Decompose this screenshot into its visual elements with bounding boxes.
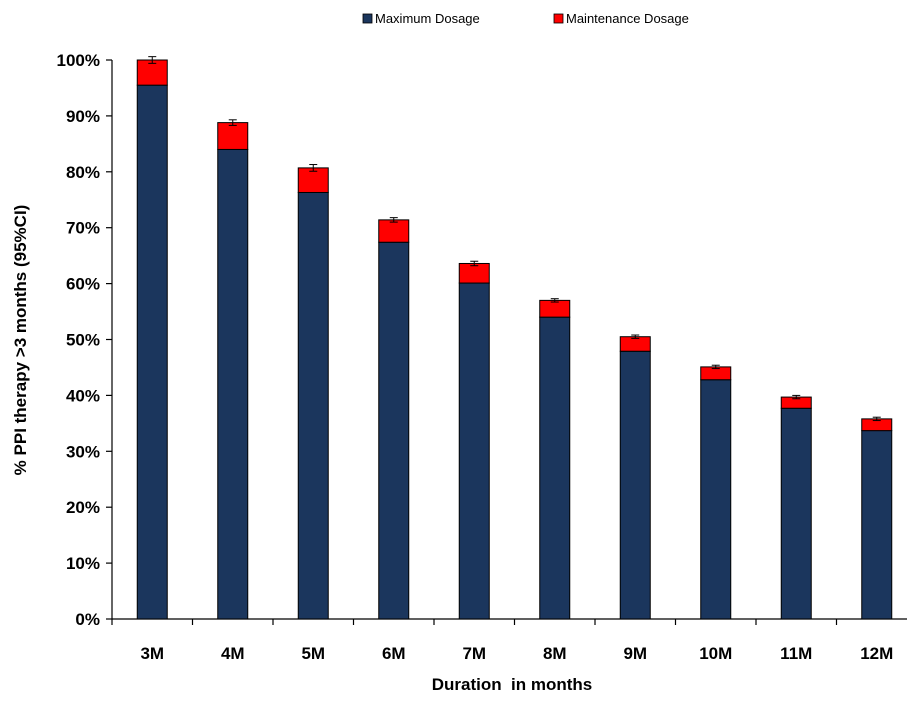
y-tick-label: 30% — [66, 442, 100, 461]
y-tick-label: 10% — [66, 554, 100, 573]
bar-maximum-dosage — [619, 350, 651, 620]
bar-maintenance-dosage — [539, 299, 571, 318]
bar-maximum-dosage — [217, 148, 249, 620]
x-tick-label: 11M — [780, 644, 812, 663]
y-tick-label: 100% — [57, 51, 100, 70]
y-tick-label: 50% — [66, 331, 100, 350]
x-tick-label: 5M — [301, 644, 325, 663]
bar-maximum-dosage — [297, 191, 329, 620]
x-tick-label: 10M — [699, 644, 732, 663]
x-axis-title: Duration in months — [432, 675, 593, 694]
x-tick-label: 6M — [382, 644, 406, 663]
y-tick-label: 40% — [66, 386, 100, 405]
y-tick-label: 90% — [66, 107, 100, 126]
bar-maximum-dosage — [378, 241, 410, 620]
bar-maximum-dosage — [458, 282, 490, 620]
bar-maximum-dosage — [780, 407, 812, 620]
y-tick-label: 60% — [66, 275, 100, 294]
bar-maintenance-dosage — [217, 122, 249, 150]
bar-maximum-dosage — [861, 430, 893, 620]
legend-label-maintenance-dosage: Maintenance Dosage — [566, 11, 689, 26]
bar-maintenance-dosage — [458, 262, 490, 284]
plot-area: 0% 10% 20% 30% 40% 50% 60% 70% 80% 90% 100% 3M 4M 5M 6… — [57, 51, 907, 663]
y-tick-label: 80% — [66, 163, 100, 182]
x-tick-label: 12M — [860, 644, 893, 663]
legend-swatch-maintenance-dosage — [553, 13, 564, 24]
x-tick-label: 9M — [623, 644, 647, 663]
bar-maintenance-dosage — [619, 336, 651, 352]
x-tick-label: 3M — [140, 644, 164, 663]
bar-maintenance-dosage — [136, 59, 168, 86]
bar-maximum-dosage — [136, 84, 168, 620]
y-tick-label: 0% — [75, 610, 100, 629]
x-tick-label: 7M — [462, 644, 486, 663]
x-tick-label: 8M — [543, 644, 567, 663]
bar-maintenance-dosage — [378, 219, 410, 243]
legend: Maximum Dosage Maintenance Dosage — [362, 11, 689, 26]
legend-swatch-maximum-dosage — [362, 13, 373, 24]
y-tick-label: 70% — [66, 219, 100, 238]
y-tick-label: 20% — [66, 498, 100, 517]
x-tick-label: 4M — [221, 644, 245, 663]
bar-maximum-dosage — [539, 316, 571, 620]
bar-maintenance-dosage — [297, 167, 329, 193]
legend-label-maximum-dosage: Maximum Dosage — [375, 11, 480, 26]
bar-maximum-dosage — [700, 379, 732, 620]
y-axis-title: % PPI therapy >3 months (95%CI) — [11, 205, 30, 476]
